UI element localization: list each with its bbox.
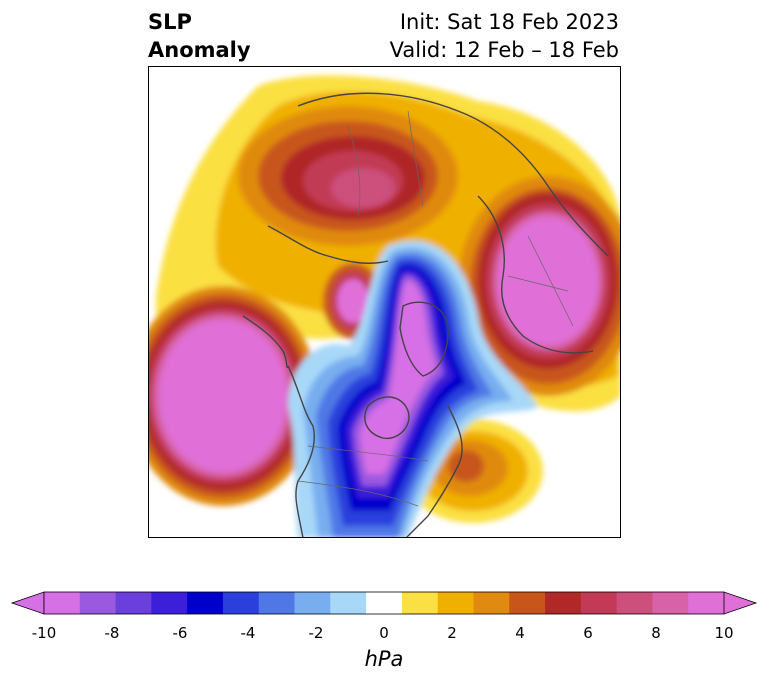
colorbar-cell: [473, 592, 510, 614]
colorbar-tick-label: 2: [447, 624, 457, 642]
colorbar-tick-label: 8: [651, 624, 661, 642]
colorbar-cell: [44, 592, 81, 614]
colorbar-unit: hPa: [364, 647, 404, 671]
date-info: Init: Sat 18 Feb 2023 Valid: 12 Feb – 18…: [390, 8, 619, 64]
map-title: SLP Anomaly: [148, 8, 251, 64]
slp-anomaly-map: [148, 66, 621, 538]
colorbar-tick-label: -6: [172, 624, 188, 642]
colorbar-extend-max: [723, 591, 758, 615]
colorbar-cell: [187, 592, 224, 614]
colorbar-cell: [580, 592, 618, 614]
colorbar-cell: [222, 592, 260, 614]
colorbar-tick-label: -4: [240, 624, 256, 642]
atlantic-high-4: [448, 450, 484, 482]
colorbar-cell: [437, 592, 474, 614]
colorbar-tick-label: 0: [379, 624, 389, 642]
colorbar-tick-label: -2: [308, 624, 324, 642]
colorbar-cell: [330, 592, 367, 614]
colorbar-cell: [151, 592, 188, 614]
title-line-1: SLP: [148, 10, 192, 34]
valid-range: Valid: 12 Feb – 18 Feb: [389, 38, 619, 62]
colorbar-cell: [294, 592, 331, 614]
colorbar-tick-label: 6: [583, 624, 593, 642]
coastlines: [242, 92, 609, 538]
colorbar-cell: [79, 592, 117, 614]
negative-8: [360, 280, 436, 474]
colorbar: [10, 591, 758, 615]
colorbar-cell: [366, 592, 403, 614]
title-line-2: Anomaly: [148, 38, 251, 62]
colorbar-tick-label: -8: [104, 624, 120, 642]
colorbar-cell: [509, 592, 546, 614]
colorbar-cell: [545, 592, 582, 614]
map-frame: [148, 66, 621, 538]
colorbar-cell: [688, 592, 725, 614]
init-date: Init: Sat 18 Feb 2023: [399, 10, 619, 34]
siberia-high-5: [331, 168, 395, 208]
colorbar-cell: [258, 592, 296, 614]
borders: [297, 110, 574, 507]
colorbar-cell: [616, 592, 653, 614]
colorbar-extend-min: [10, 591, 45, 615]
colorbar-cell: [401, 592, 439, 614]
arctic-high-3: [337, 279, 369, 323]
colorbar-tick-label: 10: [714, 624, 734, 642]
colorbar-cell: [652, 592, 689, 614]
colorbar-tick-label: 4: [515, 624, 525, 642]
europe-high-6: [498, 217, 598, 345]
colorbar-cell: [115, 592, 152, 614]
colorbar-tick-label: -10: [31, 624, 57, 642]
colorbar-frame: [43, 591, 725, 615]
pacific-high-6: [159, 320, 287, 472]
